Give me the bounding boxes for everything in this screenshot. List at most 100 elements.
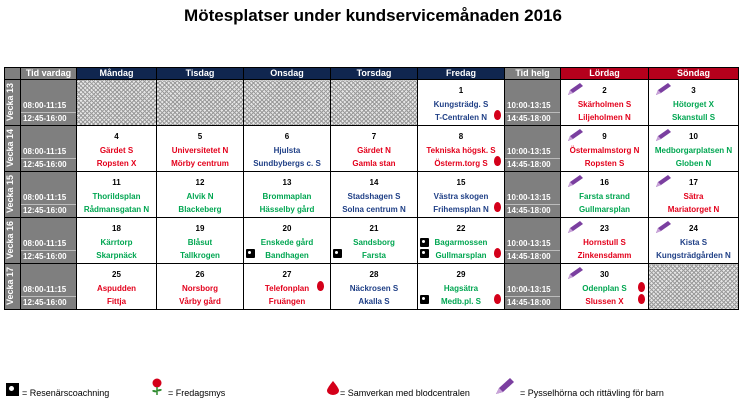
location-morning: Sätra — [683, 192, 704, 201]
location-morning: Kärrtorp — [100, 238, 133, 247]
location-afternoon: Skarpnäck — [96, 251, 137, 260]
location-morning: Gärdet N — [357, 146, 391, 155]
day-number: 27 — [282, 270, 292, 279]
coach-icon — [420, 249, 429, 258]
day-cell: 9 Östermalmstorg N Ropsten S — [560, 125, 649, 172]
location-afternoon: Gamla stan — [352, 159, 396, 168]
empty-day-cell — [243, 79, 331, 126]
header-tuesday: Tisdag — [156, 67, 244, 80]
empty-day-cell — [76, 79, 157, 126]
day-number: 4 — [114, 132, 119, 141]
location-afternoon: Slussen X — [585, 297, 624, 306]
coach-icon — [246, 249, 255, 258]
day-cell: 11 Thorildsplan Rådmansgatan N — [76, 171, 157, 218]
location-morning: Thorildsplan — [92, 192, 141, 201]
location-morning: Hagsätra — [443, 284, 479, 293]
day-cell: 10 Medborgarplatsen N Globen N — [648, 125, 739, 172]
time-morning: 10:00-13:15 — [507, 101, 551, 110]
location-morning: Kungsträdg. S — [433, 100, 489, 109]
location-morning: Universitetet N — [171, 146, 229, 155]
coach-icon — [333, 249, 342, 258]
location-morning: Hötorget X — [673, 100, 714, 109]
rose-icon — [638, 282, 645, 292]
location-afternoon: Fittja — [106, 297, 127, 306]
day-number: 16 — [600, 178, 609, 187]
location-morning: Telefonplan — [264, 284, 310, 293]
blood-drop-icon — [317, 281, 324, 291]
location-afternoon: Akalla S — [358, 297, 390, 306]
pencil-icon — [568, 129, 583, 141]
empty-day-cell — [156, 79, 244, 126]
location-afternoon: Skanstull S — [671, 113, 716, 122]
location-morning: Medborgarplatsen N — [654, 146, 733, 155]
location-afternoon: Solna centrum N — [342, 205, 406, 214]
location-afternoon: Farsta — [361, 251, 386, 260]
location-afternoon: Ropsten S — [584, 159, 625, 168]
day-cell: 28 Näckrosen S Akalla S — [330, 263, 418, 310]
day-number: 20 — [282, 224, 292, 233]
location-morning: Blåsut — [187, 238, 213, 247]
day-cell: 15 Västra skogen Frihemsplan N — [417, 171, 505, 218]
location-morning: Kista S — [679, 238, 708, 247]
day-cell: 23 Hornstull S Zinkensdamm — [560, 217, 649, 264]
day-number: 12 — [195, 178, 205, 187]
time-morning: 10:00-13:15 — [507, 285, 551, 294]
legend-rose: = Fredagsmys — [168, 388, 226, 398]
location-afternoon: Gullmarsplan — [578, 205, 631, 214]
day-number: 8 — [458, 132, 464, 141]
week-label: Vecka 13 — [4, 79, 21, 126]
time-afternoon: 14:45-18:00 — [505, 296, 560, 309]
location-afternoon: T-Centralen N — [434, 113, 487, 122]
location-morning: Enskede gård — [260, 238, 314, 247]
coach-icon — [420, 295, 429, 304]
location-morning: Farsta strand — [579, 192, 630, 201]
day-number: 22 — [456, 224, 466, 233]
header-row: Tid vardag Måndag Tisdag Onsdag Torsdag … — [4, 67, 739, 80]
day-cell: 13 Brommaplan Hässelby gård — [243, 171, 331, 218]
location-morning: Brommaplan — [262, 192, 312, 201]
header-tid-vardag: Tid vardag — [20, 67, 77, 80]
location-afternoon: Blackeberg — [178, 205, 222, 214]
location-afternoon: Kungsträdgården N — [656, 251, 731, 260]
day-number: 29 — [456, 270, 466, 279]
location-morning: Tekniska högsk. S — [426, 146, 496, 155]
day-cell: 20 Enskede gård Bandhagen — [243, 217, 331, 264]
week-row: Vecka 15 08:00-11:15 12:45-16:00 11 Thorilds… — [4, 171, 739, 218]
header-wednesday: Onsdag — [243, 67, 331, 80]
day-cell: 12 Alvik N Blackeberg — [156, 171, 244, 218]
weekend-times: 10:00-13:15 14:45-18:00 — [504, 263, 561, 310]
pencil-icon — [568, 267, 583, 279]
location-morning: Sandsborg — [353, 238, 395, 247]
day-number: 28 — [369, 270, 379, 279]
day-cell: 8 Tekniska högsk. S Österm.torg S — [417, 125, 505, 172]
location-morning: Gärdet S — [99, 146, 134, 155]
day-number: 21 — [369, 224, 379, 233]
header-tid-helg: Tid helg — [504, 67, 561, 80]
location-afternoon: Rådmansgatan N — [83, 205, 150, 214]
week-label: Vecka 15 — [4, 171, 21, 218]
location-morning: Skärholmen S — [577, 100, 632, 109]
weekend-times: 10:00-13:15 14:45-18:00 — [504, 217, 561, 264]
location-morning: Stadshagen S — [347, 192, 401, 201]
day-number: 25 — [112, 270, 121, 279]
time-morning: 10:00-13:15 — [507, 147, 551, 156]
day-number: 2 — [602, 86, 607, 95]
location-afternoon: Tallkrogen — [180, 251, 220, 260]
location-morning: Östermalmstorg N — [569, 146, 640, 155]
legend-coach: = Resenärscoachning — [22, 388, 110, 398]
legend-pencil: = Pysselhörna och rittävling för barn — [520, 388, 664, 398]
rose-icon — [638, 294, 645, 304]
day-number: 6 — [284, 132, 290, 141]
day-cell: 26 Norsborg Vårby gård — [156, 263, 244, 310]
day-number: 13 — [282, 178, 292, 187]
day-cell: 6 Hjulsta Sundbybergs c. S — [243, 125, 331, 172]
week-row: Vecka 14 08:00-11:15 12:45-16:00 4 Gärdet S R… — [4, 125, 739, 172]
time-afternoon: 14:45-18:00 — [505, 158, 560, 171]
weekday-times: 08:00-11:15 12:45-16:00 — [20, 217, 77, 264]
day-number: 1 — [458, 86, 464, 95]
location-morning: Näckrosen S — [349, 284, 399, 293]
location-afternoon: Bandhagen — [265, 251, 309, 260]
day-number: 30 — [600, 270, 609, 279]
location-morning: Odenplan S — [582, 284, 627, 293]
time-afternoon: 12:45-16:00 — [21, 112, 76, 125]
